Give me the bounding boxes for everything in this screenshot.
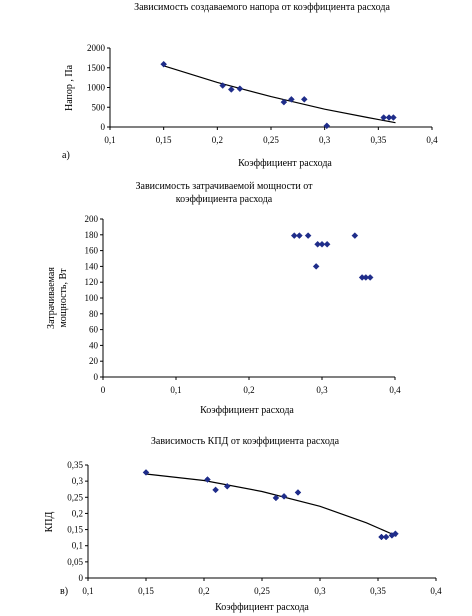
chart2-y-tick-label: 40 (89, 340, 99, 350)
chart3-y-tick-label: 0,15 (67, 525, 83, 535)
chart3-trend-line (145, 473, 397, 537)
chart2-data-point (304, 232, 312, 239)
chart2-data-point (314, 240, 321, 248)
chart3-data-point (382, 533, 390, 541)
chart3-data-point (223, 482, 231, 490)
chart2-y-tick-label: 100 (85, 293, 99, 303)
chart1-data-point (219, 82, 227, 89)
chart3-data-point (142, 469, 150, 476)
chart2-title-line: Зависимость затрачиваемой мощности от (136, 181, 314, 192)
chart2-y-tick-label: 160 (85, 246, 99, 256)
chart1-y-axis-label: Напор , Па (64, 64, 75, 111)
chart3-x-tick-label: 0,3 (314, 586, 326, 596)
chart2-data-point (318, 240, 326, 248)
chart3-y-tick-label: 0,1 (72, 541, 83, 551)
chart1-x-tick-label: 0,3 (319, 135, 331, 145)
chart1-y-tick-label: 0 (101, 122, 106, 132)
chart3-panel-label: в) (60, 586, 68, 597)
chart2-y-axis-label-line: Затрачиваемая (46, 267, 57, 329)
chart2-y-axis-label-line: мощность, Вт (58, 268, 69, 328)
chart2-x-axis-label: Коэффициент расхода (200, 405, 294, 416)
chart3-data-point (212, 486, 219, 494)
chart1-x-axis-label: Коэффициент расхода (238, 158, 332, 169)
chart1-data-point (380, 114, 388, 121)
chart1-data-point (160, 60, 168, 68)
chart2-x-tick-label: 0,4 (389, 385, 401, 395)
chart2-data-point (323, 240, 331, 248)
chart1-x-tick-label: 0,25 (263, 135, 279, 145)
chart3-data-point (294, 489, 302, 496)
chart1-data-point (390, 114, 397, 121)
chart2-y-tick-label: 120 (85, 277, 99, 287)
chart2-y-tick-label: 180 (85, 230, 99, 240)
chart1-panel-label: а) (62, 150, 70, 161)
chart1-data-point (288, 95, 295, 103)
chart1-y-tick-label: 2000 (87, 43, 106, 53)
chart3-x-tick-label: 0,35 (370, 586, 386, 596)
chart1-data-point (236, 85, 244, 93)
chart1-data-point (300, 95, 308, 103)
chart3-data-point (392, 530, 399, 538)
chart2-data-point (290, 232, 298, 239)
chart3-y-tick-label: 0 (79, 573, 84, 583)
chart3-x-axis-label: Коэффициент расхода (215, 602, 309, 613)
chart3-data-point (204, 476, 211, 483)
chart2-x-tick-label: 0,3 (316, 385, 328, 395)
chart1-data-point (323, 122, 331, 130)
chart3-data-point (280, 492, 288, 500)
chart3-x-tick-label: 0,15 (138, 586, 154, 596)
chart2-x-tick-label: 0,1 (170, 385, 181, 395)
chart2-y-tick-label: 0 (94, 372, 99, 382)
chart2-y-tick-label: 200 (85, 214, 99, 224)
chart3-y-tick-label: 0,05 (67, 557, 83, 567)
chart2-y-tick-label: 20 (89, 356, 99, 366)
chart1-x-tick-label: 0,1 (104, 135, 115, 145)
chart3-title-line: Зависимость КПД от коэффициента расхода (151, 436, 340, 447)
chart2-y-tick-label: 80 (89, 309, 99, 319)
chart2-data-point (312, 263, 320, 270)
chart1-x-tick-label: 0,2 (212, 135, 223, 145)
chart1-x-tick-label: 0,35 (370, 135, 386, 145)
chart1-y-tick-label: 500 (92, 102, 106, 112)
chart1-y-axis-label-line: Напор , Па (64, 64, 75, 111)
chart3-y-tick-label: 0,3 (72, 476, 84, 486)
chart2-data-point (366, 274, 374, 281)
chart2-x-tick-label: 0,2 (243, 385, 254, 395)
chart3-y-axis-label-line: КПД (44, 511, 55, 532)
chart3-x-tick-label: 0,1 (82, 586, 93, 596)
chart3-x-tick-label: 0,25 (254, 586, 270, 596)
chart1-title-line: Зависимость создаваемого напора от коэфф… (134, 2, 390, 13)
chart1-y-tick-label: 1500 (87, 63, 106, 73)
chart1-y-tick-label: 1000 (87, 83, 106, 93)
chart2-y-axis-label: Затрачиваемаямощность, Вт (46, 267, 69, 329)
chart2-data-point (362, 274, 370, 281)
chart3-data-point (272, 494, 280, 502)
chart3-title: Зависимость КПД от коэффициента расхода (151, 436, 340, 447)
chart3-y-tick-label: 0,35 (67, 460, 83, 470)
chart2-title: Зависимость затрачиваемой мощности от коэ… (136, 181, 314, 205)
chart1-data-point (280, 98, 288, 106)
chart1-trend-line (163, 65, 396, 124)
chart1-data-point (227, 86, 235, 93)
chart3-y-tick-label: 0,2 (72, 508, 83, 518)
chart2-y-tick-label: 60 (89, 325, 99, 335)
chart1-title: Зависимость создаваемого напора от коэфф… (134, 2, 390, 13)
chart2-x-tick-label: 0 (101, 385, 106, 395)
chart1-x-tick-label: 0,4 (426, 135, 438, 145)
chart3-data-point (378, 533, 385, 541)
chart2-data-point (296, 232, 303, 239)
chart2-data-point (351, 232, 359, 239)
chart2-y-tick-label: 140 (85, 261, 99, 271)
chart3-y-axis-label: КПД (44, 511, 55, 532)
chart3-x-tick-label: 0,4 (430, 586, 442, 596)
chart3-x-tick-label: 0,2 (198, 586, 209, 596)
chart1-x-tick-label: 0,15 (156, 135, 172, 145)
chart2-title-line: коэффициента расхода (176, 194, 273, 205)
chart3-y-tick-label: 0,25 (67, 492, 83, 502)
